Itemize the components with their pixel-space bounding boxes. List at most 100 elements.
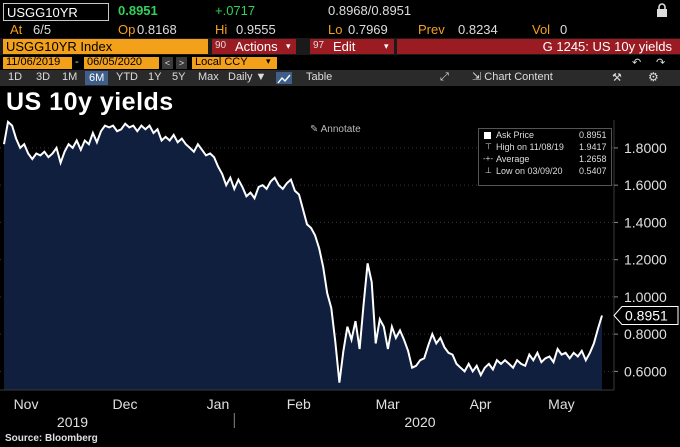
chart-content-button[interactable]: ⇲ Chart Content <box>472 70 553 83</box>
table-button[interactable]: Table <box>306 71 333 83</box>
at-label: At <box>10 22 23 37</box>
pencil-icon: ✎ <box>310 124 319 135</box>
tab-ytd[interactable]: YTD <box>116 71 138 83</box>
period-tabs-bar: 1D 3D 1M 6M YTD 1Y 5Y Max Daily ▼ Table … <box>0 70 680 86</box>
chevron-left-icon: < <box>164 58 171 68</box>
tab-1m[interactable]: 1M <box>62 71 78 83</box>
edit-label: Edit <box>333 39 356 54</box>
x-tick-label: Mar <box>376 396 400 412</box>
x-tick-label: Nov <box>14 396 39 412</box>
vol-value: 0 <box>560 22 568 37</box>
range-separator: - <box>75 56 79 68</box>
x-year-label: 2020 <box>404 414 435 430</box>
x-axis-ticks: Nov Dec Jan Feb Mar Apr May 2019 2020 <box>14 396 575 430</box>
x-tick-label: May <box>548 396 574 412</box>
y-tick-label: 1.6000 <box>624 177 667 193</box>
legend-high-value: 1.9417 <box>579 142 607 152</box>
chevron-down-icon: ▾ <box>286 41 291 51</box>
ohlc-bar: At 6/5 Op 0.8168 Hi 0.9555 Lo 0.7969 Pre… <box>0 22 680 38</box>
legend-low-value: 0.5407 <box>579 166 607 176</box>
function-title: G 1245: US 10y yields <box>542 39 672 54</box>
quote-bar: USGG10YR 0.8951 +.0717 0.8968/0.8951 <box>0 0 680 22</box>
redo-icon[interactable]: ↷ <box>656 57 666 69</box>
legend: Ask Price 0.8951 ⊤ High on 11/08/19 1.94… <box>478 128 612 186</box>
series-line <box>3 120 603 383</box>
last-value-box <box>613 306 679 326</box>
last-value-label: 0.8951 <box>625 308 668 324</box>
prev-period-button[interactable]: < <box>162 57 173 69</box>
tools-icon[interactable]: ⚒ <box>612 72 622 84</box>
open-value: 0.8168 <box>137 22 177 37</box>
tab-6m[interactable]: 6M <box>85 71 109 85</box>
y-axis-ticks: 1.8000 1.6000 1.4000 1.2000 1.0000 0.8000 0.60… <box>614 140 667 379</box>
high-value: 0.9555 <box>236 22 276 37</box>
end-date-field[interactable]: 06/05/2020 <box>84 56 159 69</box>
x-tick-label: Jan <box>207 396 230 412</box>
line-chart-icon[interactable] <box>276 72 292 84</box>
annotate-button[interactable]: ✎ Annotate <box>310 124 361 135</box>
start-date: 11/06/2019 <box>6 56 61 68</box>
ask-swatch <box>484 132 491 139</box>
y-tick-label: 1.8000 <box>624 140 667 156</box>
security-field[interactable]: USGG10YR Index <box>3 39 208 54</box>
ticker-text: USGG10YR <box>7 5 78 20</box>
x-tick-label: Dec <box>113 396 138 412</box>
y-tick-label: 0.6000 <box>624 363 667 379</box>
currency-text: Local CCY <box>195 56 248 68</box>
series-area <box>4 121 602 391</box>
average-marker-icon: -+- <box>483 154 493 163</box>
security-text: USGG10YR Index <box>6 39 113 54</box>
legend-low-label: Low on 03/09/20 <box>496 166 563 176</box>
frequency-label: Daily <box>228 71 253 83</box>
open-label: Op <box>118 22 136 37</box>
tab-1d[interactable]: 1D <box>8 71 23 83</box>
undo-icon[interactable]: ↶ <box>632 57 642 69</box>
y-tick-label: 1.4000 <box>624 214 667 230</box>
lock-icon <box>656 3 668 17</box>
chevron-right-icon: > <box>178 58 185 68</box>
expand-icon[interactable]: ⤢ <box>440 71 449 83</box>
ticker-field[interactable]: USGG10YR <box>3 3 109 21</box>
edit-number: 97 <box>313 40 325 51</box>
tab-3d[interactable]: 3D <box>36 71 51 83</box>
x-tick-label: Feb <box>287 396 311 412</box>
actions-menu-button[interactable]: 90 Actions ▾ <box>212 39 296 54</box>
legend-avg-label: Average <box>496 154 530 164</box>
end-date: 06/05/2020 <box>87 56 143 68</box>
legend-high-label: High on 11/08/19 <box>496 142 564 152</box>
last-value-marker: 0.8951 <box>613 306 679 326</box>
caret-down-icon: ▼ <box>255 71 267 83</box>
annotate-label: Annotate <box>320 124 361 135</box>
chevron-down-icon: ▾ <box>266 56 271 66</box>
at-value: 6/5 <box>33 22 52 37</box>
price-change: +.0717 <box>215 3 256 18</box>
gear-icon[interactable]: ⚙ <box>648 70 659 84</box>
y-tick-label: 0.8000 <box>624 326 667 342</box>
chart-area[interactable]: 1.8000 1.6000 1.4000 1.2000 1.0000 0.8000 0.60… <box>0 120 680 432</box>
source-note: Source: Bloomberg <box>5 433 98 444</box>
bid-ask: 0.8968/0.8951 <box>328 3 412 18</box>
high-label: Hi <box>215 22 228 37</box>
chart-content-icon: ⇲ <box>472 71 482 83</box>
date-range-bar: 11/06/2019 - 06/05/2020 < > Local CCY ▾ … <box>0 56 680 70</box>
high-marker-icon: ⊤ <box>485 142 492 151</box>
tab-5y[interactable]: 5Y <box>172 71 186 83</box>
start-date-field[interactable]: 11/06/2019 <box>3 56 72 69</box>
y-tick-label: 1.2000 <box>624 252 667 268</box>
x-year-label: 2019 <box>57 414 88 430</box>
y-tick-label: 1.0000 <box>624 289 667 305</box>
prev-value: 0.8234 <box>458 22 498 37</box>
low-marker-icon: ⊥ <box>485 166 492 175</box>
legend-ask-label: Ask Price <box>496 130 535 140</box>
tab-1y[interactable]: 1Y <box>148 71 162 83</box>
legend-ask-value: 0.8951 <box>579 130 607 140</box>
command-bar: USGG10YR Index 90 Actions ▾ 97 Edit ▾ G … <box>0 38 680 55</box>
tab-max[interactable]: Max <box>198 71 219 83</box>
currency-select[interactable]: Local CCY ▾ <box>192 56 277 69</box>
next-period-button[interactable]: > <box>176 57 187 69</box>
edit-menu-button[interactable]: 97 Edit ▾ <box>310 39 394 54</box>
actions-number: 90 <box>215 40 227 51</box>
frequency-select[interactable]: Daily ▼ <box>228 71 266 83</box>
prev-label: Prev <box>418 22 445 37</box>
chart-title: US 10y yields <box>6 88 174 116</box>
